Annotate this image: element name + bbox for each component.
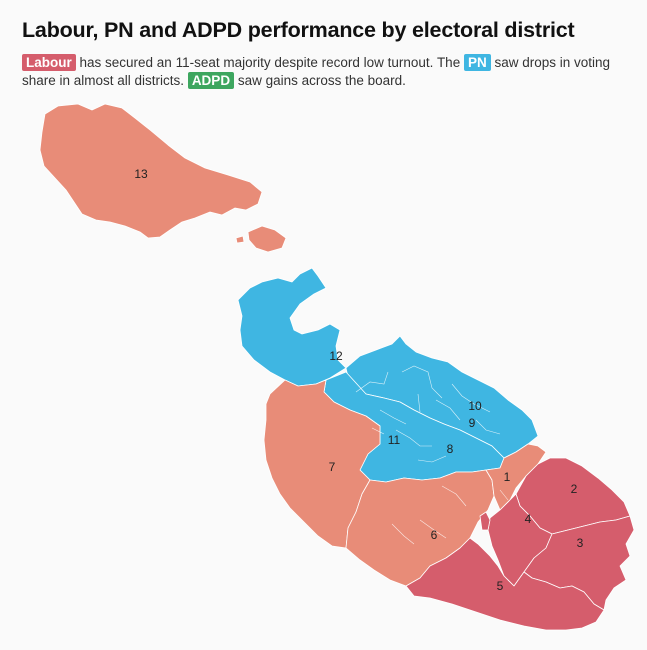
district-label-10: 10 bbox=[468, 399, 482, 413]
locality-boundaries bbox=[355, 365, 501, 463]
district-6-enclave bbox=[479, 511, 491, 531]
district-label-9: 9 bbox=[469, 416, 476, 430]
labour-tag: Labour bbox=[22, 54, 76, 71]
pn-tag: PN bbox=[463, 54, 491, 71]
locality-boundaries-south bbox=[391, 485, 509, 545]
subtitle-text-1: has secured an 11-seat majority despite … bbox=[75, 55, 464, 70]
adpd-tag: ADPD bbox=[187, 72, 235, 89]
district-label-6: 6 bbox=[431, 528, 438, 542]
district-label-4: 4 bbox=[525, 512, 532, 526]
district-label-13: 13 bbox=[134, 167, 148, 181]
district-label-12: 12 bbox=[329, 349, 343, 363]
district-label-8: 8 bbox=[447, 442, 454, 456]
district-label-7: 7 bbox=[329, 460, 336, 474]
subtitle: Labour has secured an 11-seat majority d… bbox=[22, 54, 637, 90]
subtitle-text-2: saw drops in voting share in almost all … bbox=[22, 55, 611, 88]
district-label-1: 1 bbox=[504, 470, 511, 484]
district-13-comino[interactable] bbox=[235, 225, 287, 253]
page-title: Labour, PN and ADPD performance by elect… bbox=[22, 18, 575, 42]
district-12[interactable] bbox=[237, 267, 347, 387]
district-label-11: 11 bbox=[388, 433, 401, 447]
district-label-5: 5 bbox=[497, 579, 504, 593]
subtitle-text-3: saw gains across the board. bbox=[234, 73, 406, 88]
district-5[interactable] bbox=[405, 537, 605, 631]
district-13[interactable] bbox=[39, 103, 263, 239]
district-label-3: 3 bbox=[577, 536, 584, 550]
district-label-2: 2 bbox=[571, 482, 578, 496]
